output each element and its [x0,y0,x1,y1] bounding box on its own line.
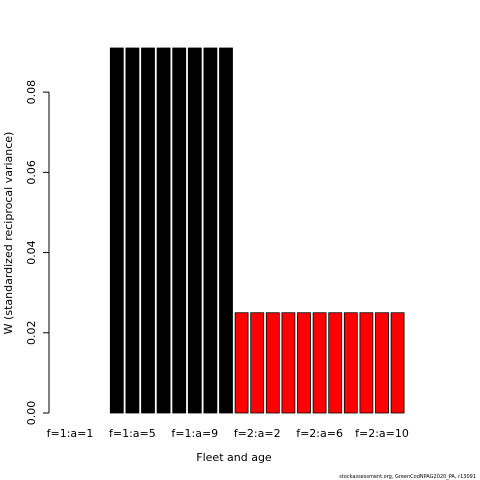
bar [156,47,171,414]
bar [125,47,140,414]
bar [312,312,327,414]
bar [187,47,202,414]
bar [343,312,358,414]
bar [219,47,233,414]
x-tick-label: f=2:a=6 [296,427,343,440]
bar [265,312,280,414]
x-tick-label: f=1:a=9 [171,427,218,440]
bar [141,47,155,414]
bar [172,47,187,414]
bar [390,312,405,414]
y-tick-label: 0.04 [25,240,38,264]
bar [250,312,265,414]
x-axis-label: Fleet and age [196,451,272,464]
y-tick-label: 0.00 [25,401,38,426]
y-axis-label: W (standardized reciprocal variance) [2,132,15,335]
y-tick-label: 0.02 [25,321,38,346]
bar [375,312,389,414]
bar [203,47,218,414]
x-tick-label: f=1:a=5 [109,427,156,440]
y-tick-label: 0.08 [25,80,38,105]
bar [234,312,249,414]
bar [328,312,343,414]
bar [359,312,374,414]
x-tick-label: f=1:a=1 [47,427,94,440]
bar [281,312,296,414]
bar [297,312,311,414]
x-tick-label: f=2:a=2 [234,427,281,440]
x-tick-label: f=2:a=10 [355,427,409,440]
bar [109,47,124,414]
caption: stockassessment.org, GreenCodNPAG2020_PA… [339,474,476,480]
y-tick-label: 0.06 [25,160,38,185]
